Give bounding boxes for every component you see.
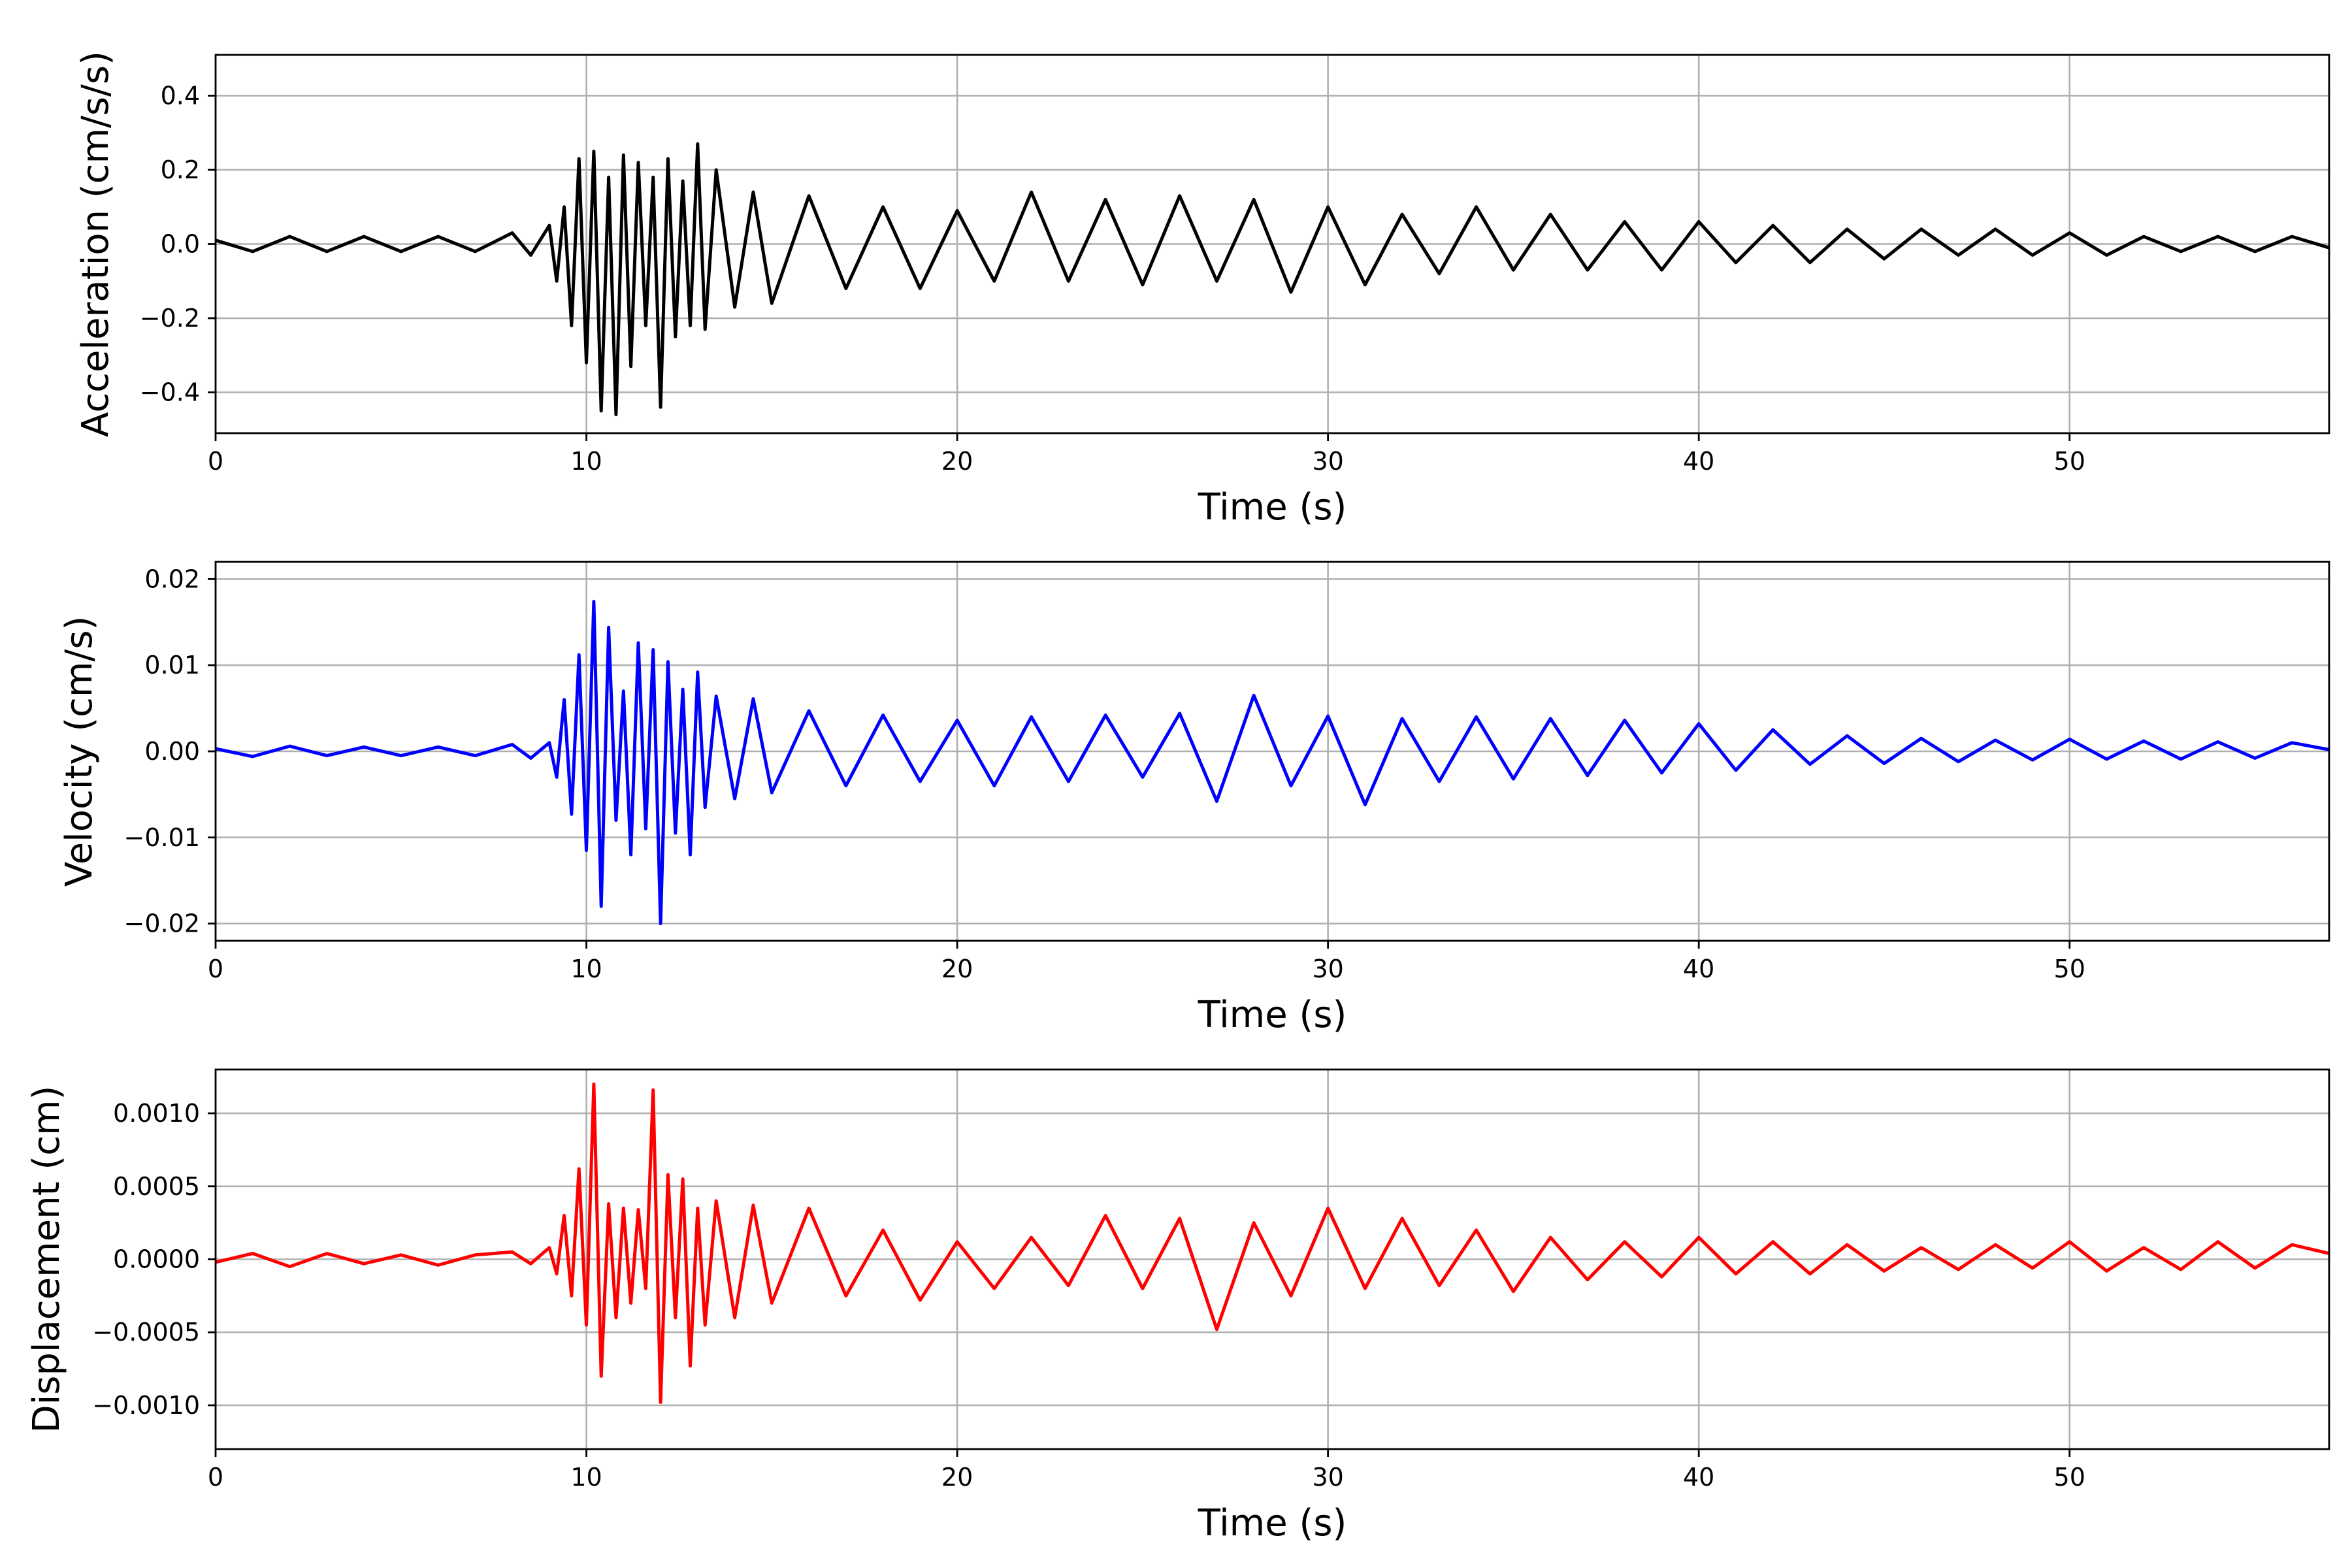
acceleration-y-tick-label: −0.4 xyxy=(140,378,200,407)
acceleration-x-tick-label: 30 xyxy=(1312,447,1343,476)
velocity-y-tick-label: −0.02 xyxy=(124,909,200,938)
displacement-y-axis-label: Displacement (cm) xyxy=(25,1086,68,1433)
acceleration-panel: 0 10 20 30 40 50 −0.4 −0.2 0.0 0.2 0.4 Time (s) Acce… xyxy=(74,51,2330,529)
acceleration-x-tick-label: 40 xyxy=(1683,447,1714,476)
acceleration-x-tick-label: 20 xyxy=(941,447,973,476)
velocity-x-axis-label: Time (s) xyxy=(1198,994,1347,1036)
subplots: 0 10 20 30 40 50 −0.4 −0.2 0.0 0.2 0.4 Time (s) Acce… xyxy=(25,51,2330,1544)
acceleration-y-tick-label: 0.0 xyxy=(161,230,200,259)
velocity-y-tick-label: −0.01 xyxy=(124,823,200,852)
velocity-series-line xyxy=(215,600,2330,926)
displacement-y-tick-label: 0.0010 xyxy=(113,1099,200,1128)
velocity-y-tick-label: 0.01 xyxy=(144,651,200,679)
displacement-y-tick-label: 0.0000 xyxy=(113,1245,200,1274)
displacement-y-tick-label: −0.0010 xyxy=(92,1391,200,1420)
velocity-panel: 0 10 20 30 40 50 −0.02 −0.01 0.00 0.01 0.02 Time (s… xyxy=(58,561,2330,1036)
displacement-x-axis-label: Time (s) xyxy=(1198,1502,1347,1544)
displacement-x-tick-label: 40 xyxy=(1683,1463,1714,1492)
acceleration-x-axis-label: Time (s) xyxy=(1198,486,1347,529)
displacement-x-tick-label: 20 xyxy=(941,1463,973,1492)
displacement-y-tick-label: 0.0005 xyxy=(113,1172,200,1201)
velocity-x-tick-label: 50 xyxy=(2054,955,2085,983)
acceleration-x-tick-label: 10 xyxy=(570,447,602,476)
displacement-y-tick-label: −0.0005 xyxy=(92,1318,200,1347)
displacement-x-tick-label: 30 xyxy=(1312,1463,1343,1492)
velocity-y-tick-label: 0.02 xyxy=(144,564,200,593)
acceleration-y-tick-label: 0.4 xyxy=(161,81,200,110)
displacement-x-tick-label: 0 xyxy=(208,1463,223,1492)
acceleration-y-tick-label: 0.2 xyxy=(161,155,200,184)
acceleration-series-line xyxy=(215,142,2330,417)
velocity-x-tick-label: 30 xyxy=(1312,955,1343,983)
velocity-x-tick-label: 10 xyxy=(570,955,602,983)
acceleration-y-tick-label: −0.2 xyxy=(140,304,200,333)
displacement-panel: 0 10 20 30 40 50 −0.0010 −0.0005 0.0000 0.0005 0.0… xyxy=(25,1068,2330,1544)
displacement-x-tick-label: 50 xyxy=(2054,1463,2085,1492)
velocity-x-tick-label: 20 xyxy=(941,955,973,983)
velocity-y-axis-label: Velocity (cm/s) xyxy=(58,616,101,887)
velocity-y-tick-label: 0.00 xyxy=(144,737,200,766)
acceleration-y-axis-label: Acceleration (cm/s/s) xyxy=(74,51,117,437)
displacement-x-tick-label: 10 xyxy=(570,1463,602,1492)
displacement-series-line xyxy=(215,1082,2330,1404)
velocity-x-tick-label: 0 xyxy=(208,955,223,983)
acceleration-x-tick-label: 50 xyxy=(2054,447,2085,476)
velocity-x-tick-label: 40 xyxy=(1683,955,1714,983)
acceleration-x-tick-label: 0 xyxy=(208,447,223,476)
